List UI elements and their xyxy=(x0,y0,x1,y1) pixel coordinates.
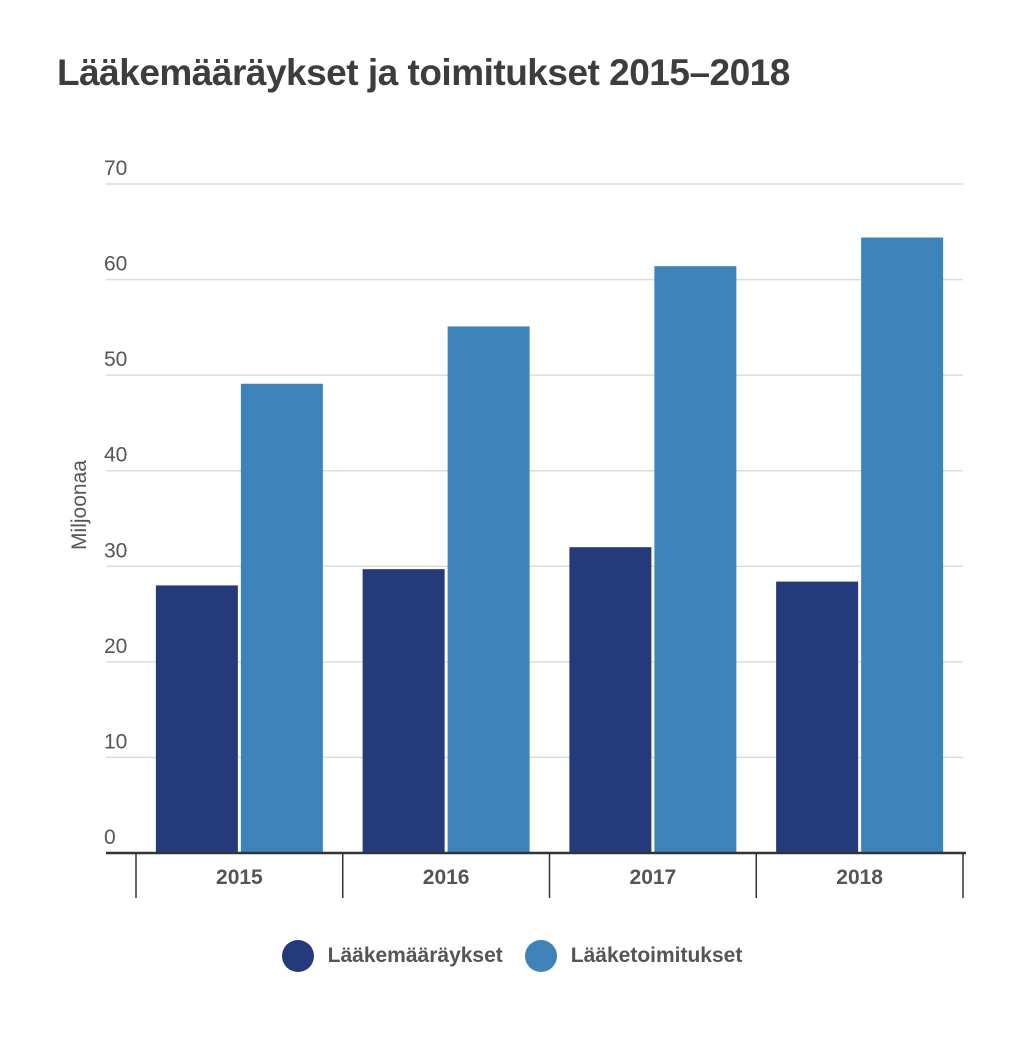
x-tick-label: 2015 xyxy=(216,866,263,889)
y-tick-label: 30 xyxy=(104,539,127,562)
y-tick-label: 10 xyxy=(104,730,127,753)
legend-swatch xyxy=(524,940,557,972)
y-axis-label: Miljoonaa xyxy=(68,460,91,550)
y-tick-label: 50 xyxy=(104,348,127,371)
bar-prescriptions-2015[interactable] xyxy=(155,585,238,853)
y-tick-label: 70 xyxy=(104,157,127,180)
x-tick-label: 2018 xyxy=(836,866,883,889)
y-axis-ticks: 0 10 20 30 40 50 60 70 xyxy=(104,157,127,849)
y-tick-label: 0 xyxy=(104,826,116,849)
bar-deliveries-2017[interactable] xyxy=(654,266,737,854)
x-tick-label: 2016 xyxy=(423,866,470,889)
x-axis: 2015 2016 2017 2018 xyxy=(106,851,966,898)
y-tick-label: 40 xyxy=(104,444,127,467)
y-tick-label: 20 xyxy=(104,635,127,658)
legend-label: Lääkemääräykset xyxy=(327,944,503,967)
bar-deliveries-2016[interactable] xyxy=(447,326,530,853)
legend-swatch xyxy=(281,940,314,972)
x-tick-label: 2017 xyxy=(630,866,677,889)
bar-deliveries-2015[interactable] xyxy=(240,383,323,853)
legend-item-deliveries[interactable]: Lääketoimitukset xyxy=(524,940,743,972)
bar-deliveries-2018[interactable] xyxy=(861,237,944,853)
bars xyxy=(155,237,944,854)
chart-title: Lääkemääräykset ja toimitukset 2015–2018 xyxy=(57,52,790,93)
legend-label: Lääketoimitukset xyxy=(570,944,743,967)
bar-prescriptions-2017[interactable] xyxy=(569,547,652,853)
bar-prescriptions-2016[interactable] xyxy=(362,569,445,853)
y-tick-label: 60 xyxy=(104,253,127,276)
legend-item-prescriptions[interactable]: Lääkemääräykset xyxy=(281,940,503,972)
legend: Lääkemääräykset Lääketoimitukset xyxy=(0,940,1024,972)
bar-prescriptions-2018[interactable] xyxy=(776,581,859,853)
